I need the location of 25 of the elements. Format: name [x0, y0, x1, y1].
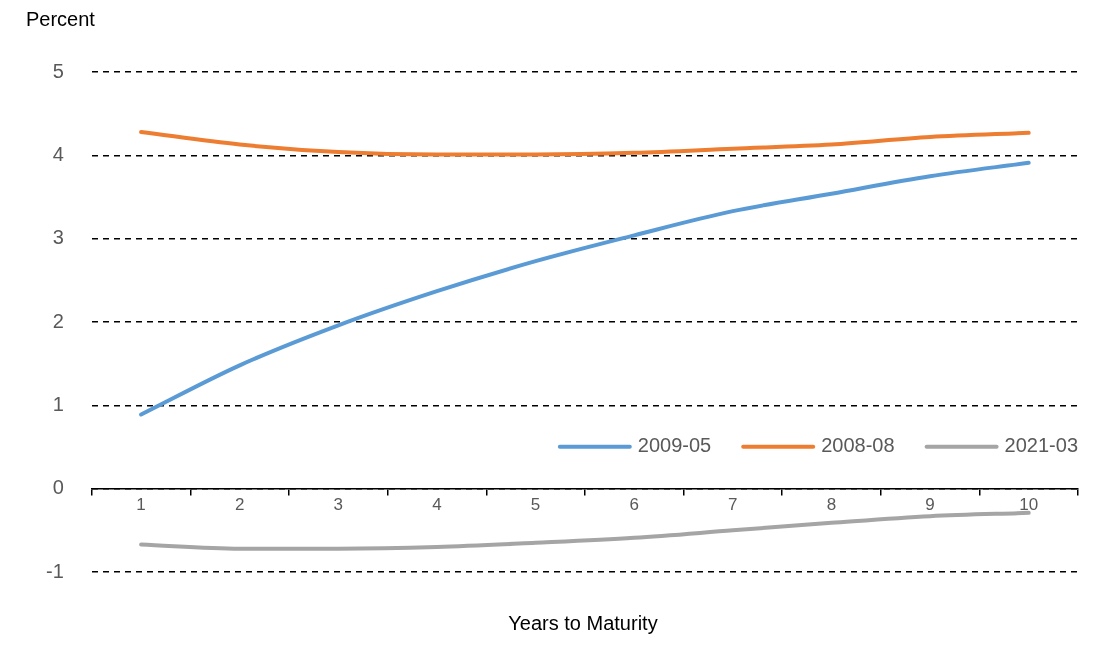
legend-label: 2009-05	[637, 434, 712, 457]
legend-label: 2021-03	[1004, 434, 1079, 457]
y-tick-label: 0	[52, 476, 64, 499]
x-tick-label: 1	[136, 494, 146, 514]
x-tick-label: 7	[728, 494, 738, 514]
x-tick-label: 5	[530, 494, 541, 514]
line-series	[139, 510, 1031, 551]
x-tick-label: 10	[1019, 494, 1039, 514]
y-tick-label: 3	[52, 226, 64, 249]
x-tick-label: 2	[234, 494, 245, 514]
y-tick-label: 1	[52, 392, 64, 415]
x-tick-label: 3	[333, 494, 344, 514]
legend-label: 2008-08	[821, 434, 895, 457]
x-tick-label: 8	[826, 494, 837, 514]
x-tick-label: 6	[629, 494, 639, 514]
line-series	[139, 160, 1031, 417]
y-tick-label: 4	[52, 142, 64, 165]
x-tick-label: 4	[432, 494, 442, 514]
x-tick-label: 9	[925, 494, 935, 514]
y-axis-title: Percent	[26, 8, 96, 32]
y-tick-label: -1	[45, 559, 64, 582]
y-tick-label: 5	[52, 59, 64, 82]
line-series	[139, 130, 1031, 157]
y-tick-label: 2	[52, 309, 64, 332]
x-axis-title: Years to Maturity	[507, 612, 659, 635]
